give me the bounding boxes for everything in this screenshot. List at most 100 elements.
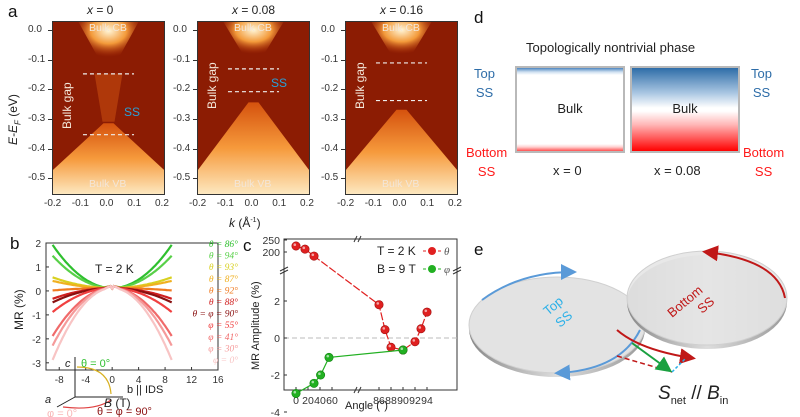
b-sub: in [719,394,729,407]
s-symbol: S [658,383,671,404]
y-tick-label: -4 [271,407,280,417]
s-sub: net [670,394,686,407]
red-dashed-vector [616,355,673,373]
temperature-label: T = 2 K [95,262,134,276]
x-tick-label: -0.1 [364,198,382,209]
y-tick-mark [341,89,345,91]
x-tick-label: 16 [212,375,224,386]
y-tick-label: 0.0 [321,23,335,35]
title-var: x [87,3,93,17]
mr-curve [51,284,173,361]
data-point [386,342,396,352]
y-tick-label: -0.4 [28,142,46,154]
xlabel-b-unit: (T) [112,396,131,410]
y-tick-mark [48,118,52,120]
valence-band [346,109,457,194]
data-point-highlight [326,354,330,358]
data-point [316,370,326,380]
legend-condition: T = 2 K [377,244,416,258]
x-tick-label: 94 [421,395,433,407]
bulk-gap-label: Bulk gap [205,62,219,109]
data-point-highlight [311,253,315,257]
legend-entry: θ = 94° [209,251,238,262]
x-tick-label: 0.0 [392,198,407,209]
bulk-cb-label: Bulk CB [382,22,420,34]
data-point-highlight [293,390,297,394]
inset-b-label: b || IDS [127,384,163,396]
y-tick-label: -0.3 [321,112,339,124]
panel-d-title: Topologically nontrivial phase [526,40,696,55]
data-point [309,251,319,261]
arpes-svg [198,22,309,194]
ylabel-unit: (eV) [6,94,20,121]
title-var: x [380,3,386,17]
y-tick-mark [48,89,52,91]
data-point-highlight [412,339,416,342]
ss-label: SS [752,85,771,100]
y-tick-mark [193,89,197,91]
legend-entry: θ = 88° [209,297,238,308]
spin-texture-diagram: Top SS Bottom SS [468,245,788,381]
legend-entry: θ = 86° [209,239,238,250]
y-tick-mark [341,178,345,180]
ss-label: SS [754,164,773,179]
net-spin-vector [631,342,673,373]
bulk-cb-label: Bulk CB [234,22,272,34]
x-tick-label: -4 [81,375,90,386]
bottom-ss-right: Bottom SS [743,143,784,181]
data-point [380,325,390,335]
bulk-vb-label: Bulk VB [382,178,420,190]
legend-entry: φ = 0° [213,355,238,366]
y-axis-break [279,266,289,275]
panel-a-ylabel: E-EF (eV) [6,94,22,145]
inset-c-label: c [65,358,71,370]
y-tick-label: -2 [271,370,280,382]
valence-band [198,102,309,194]
top-ss-left: Top SS [474,64,495,102]
ss-label: SS [477,164,496,179]
x008-label: x = 0.08 [654,163,701,178]
data-point-highlight [424,309,428,313]
data-point [410,337,420,347]
inset-theta-phi-label: θ = φ = 90° [97,406,152,417]
data-point-highlight [382,327,386,330]
a-axis [56,396,76,408]
panel-d-label: d [474,8,484,27]
x-tick-label: 40 [314,395,326,407]
y-tick-label: -0.4 [321,142,339,154]
y-tick-label: 0.0 [173,23,187,35]
surface-state-cone [94,73,123,122]
x-tick-label: -0.1 [71,198,89,209]
legend-name: φ [444,264,450,276]
x-tick-label: 4 [136,375,142,386]
y-tick-label: -0.3 [28,112,46,124]
data-point-highlight [400,347,404,351]
legend-marker [428,265,436,273]
bulk-gap-label: Bulk gap [60,82,74,129]
y-tick-label: 0 [35,287,41,298]
x-tick-label: 0.1 [127,198,142,209]
bulk-box-x008: Bulk [630,66,740,153]
x-tick-label: 0.2 [448,198,462,209]
panel-a-xlabel: k (Å-1) [229,216,261,230]
data-point [324,352,334,362]
x-tick-label: 86 [373,395,385,407]
top-ss-arrow-upper [481,264,577,301]
data-point [300,244,310,254]
bulk-label: Bulk [672,101,698,116]
x-axis-break [353,235,362,243]
x-tick-label: -0.2 [44,198,62,209]
legend-entry: θ = 93° [209,262,238,273]
blue-dashed-vector [671,357,687,373]
bottom-label: Bottom [466,145,508,160]
inset-theta0-label: θ = 0° [81,358,110,370]
x-tick-label: -8 [55,375,64,386]
y-tick-mark [193,118,197,120]
title-val: = 0 [93,3,114,17]
y-tick-label: -1 [32,311,41,322]
xlabel-k: k [229,216,235,230]
y-tick-label: -0.4 [173,142,191,154]
ylabel-sub: F [13,120,23,125]
panel-c-label: c [243,236,252,255]
